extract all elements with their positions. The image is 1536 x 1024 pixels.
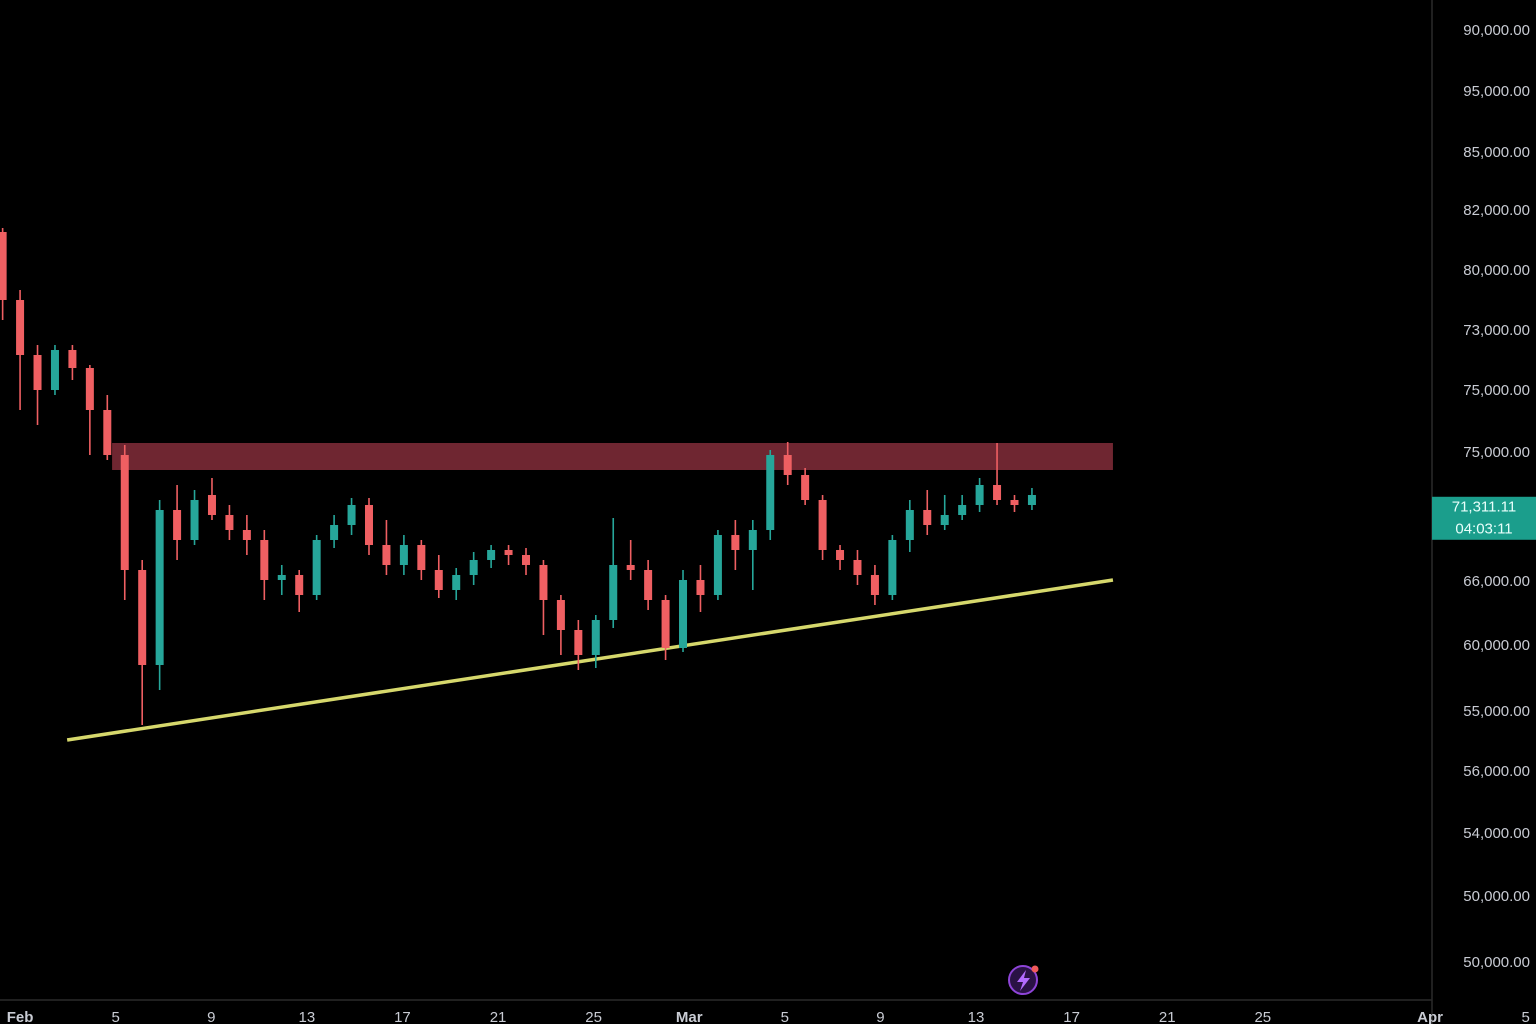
y-axis-label: 55,000.00: [1463, 703, 1530, 720]
candle-body: [766, 455, 775, 530]
candle-body: [574, 630, 583, 655]
candle-body: [452, 575, 461, 590]
candle-body: [888, 540, 897, 595]
x-tick-label: 13: [299, 1009, 316, 1024]
y-axis-label: 82,000.00: [1463, 202, 1530, 219]
candle-body: [260, 540, 269, 580]
candle-body: [382, 545, 391, 565]
candle-body: [138, 570, 147, 665]
candle-body: [364, 505, 373, 545]
y-axis-label: 73,000.00: [1463, 322, 1530, 339]
candle-body: [120, 455, 129, 570]
y-axis-label: 80,000.00: [1463, 262, 1530, 279]
x-tick-label: Feb: [7, 1009, 34, 1024]
x-tick-label: Apr: [1417, 1009, 1443, 1024]
candle-body: [748, 530, 757, 550]
candle-body: [644, 570, 653, 600]
candle-body: [330, 525, 339, 540]
candle-body: [103, 410, 112, 455]
x-tick-label: 25: [1254, 1009, 1271, 1024]
candle-body: [487, 550, 496, 560]
candle-body: [661, 600, 670, 648]
candle-body: [522, 555, 531, 565]
candle-body: [0, 232, 7, 300]
x-tick-label: 5: [1522, 1009, 1530, 1024]
candle-body: [85, 368, 94, 410]
y-axis-label: 75,000.00: [1463, 444, 1530, 461]
x-tick-label: 13: [968, 1009, 985, 1024]
candle-body: [591, 620, 600, 655]
candle-body: [399, 545, 408, 565]
alert-icon[interactable]: [1008, 965, 1039, 995]
y-axis-label: 85,000.00: [1463, 144, 1530, 161]
candle-body: [731, 535, 740, 550]
candle-body: [679, 580, 688, 648]
candle-body: [626, 565, 635, 570]
candle-body: [242, 530, 251, 540]
candle-body: [870, 575, 879, 595]
candle-body: [173, 510, 182, 540]
y-axis-label: 56,000.00: [1463, 763, 1530, 780]
x-tick-label: 21: [1159, 1009, 1176, 1024]
candle-body: [1010, 500, 1019, 505]
x-tick-label: Mar: [676, 1009, 703, 1024]
y-axis-label: 60,000.00: [1463, 637, 1530, 654]
y-axis-label: 90,000.00: [1463, 22, 1530, 39]
candle-body: [312, 540, 321, 595]
candle-body: [16, 300, 25, 355]
candle-body: [853, 560, 862, 575]
y-axis-label: 54,000.00: [1463, 825, 1530, 842]
x-tick-label: 21: [490, 1009, 507, 1024]
x-tick-label: 9: [876, 1009, 884, 1024]
candle-body: [68, 350, 77, 368]
candle-body: [225, 515, 234, 530]
candle-body: [905, 510, 914, 540]
candle-body: [434, 570, 443, 590]
candle-body: [33, 355, 42, 390]
x-tick-label: 17: [394, 1009, 411, 1024]
candle-body: [556, 600, 565, 630]
candle-body: [417, 545, 426, 570]
y-axis-label: 66,000.00: [1463, 573, 1530, 590]
x-tick-label: 17: [1063, 1009, 1080, 1024]
x-tick-label: 25: [585, 1009, 602, 1024]
candle-body: [609, 565, 618, 620]
candle-body: [975, 485, 984, 505]
candle-body: [50, 350, 59, 390]
x-tick-label: 5: [111, 1009, 119, 1024]
resistance-zone: [112, 443, 1113, 470]
candle-body: [277, 575, 286, 580]
y-axis-label: 75,000.00: [1463, 382, 1530, 399]
candle-body: [190, 500, 199, 540]
y-axis-label: 50,000.00: [1463, 954, 1530, 971]
candle-body: [993, 485, 1002, 500]
candle-body: [801, 475, 810, 500]
countdown: 04:03:11: [1455, 521, 1512, 538]
candle-body: [783, 455, 792, 475]
candle-body: [347, 505, 356, 525]
candle-body: [155, 510, 164, 665]
candle-body: [1027, 495, 1036, 505]
y-axis-label: 95,000.00: [1463, 83, 1530, 100]
candle-body: [713, 535, 722, 595]
x-tick-label: 5: [781, 1009, 789, 1024]
candle-body: [207, 495, 216, 515]
candle-body: [539, 565, 548, 600]
candle-body: [958, 505, 967, 515]
trendline: [66, 578, 1114, 742]
candle-body: [818, 500, 827, 550]
y-axis-label: 50,000.00: [1463, 888, 1530, 905]
candle-body: [469, 560, 478, 575]
candle-body: [836, 550, 845, 560]
candle-body: [923, 510, 932, 525]
last-price-box: [1432, 496, 1536, 540]
candle-body: [504, 550, 513, 555]
last-price-label: 71,311.11: [1452, 499, 1517, 516]
candle-body: [940, 515, 949, 525]
candle-body: [295, 575, 304, 595]
x-tick-label: 9: [207, 1009, 215, 1024]
candle-body: [696, 580, 705, 595]
